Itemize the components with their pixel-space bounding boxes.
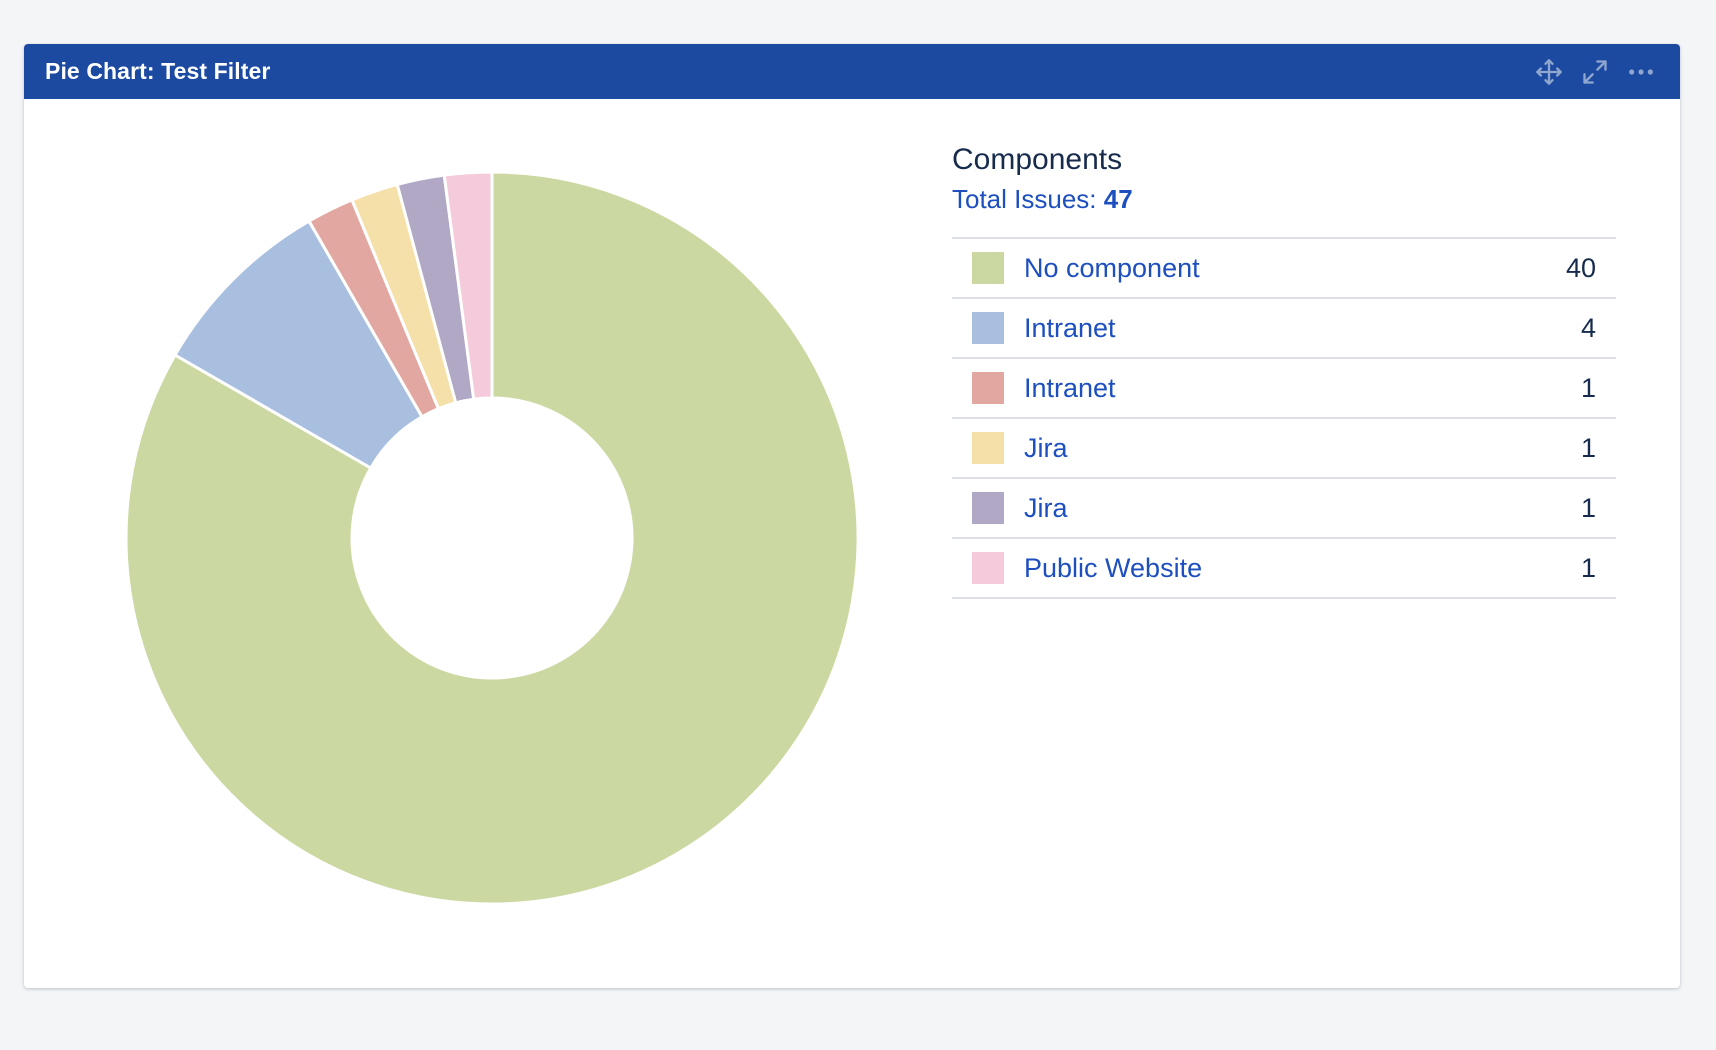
more-options-icon[interactable] (1626, 57, 1656, 87)
legend-count: 1 (1580, 492, 1596, 523)
header-actions (1534, 57, 1656, 87)
legend-swatch (972, 552, 1004, 584)
legend-swatch (972, 492, 1004, 524)
legend-swatch (972, 312, 1004, 344)
legend-count: 1 (1580, 372, 1596, 403)
gadget-header: Pie Chart: Test Filter (24, 44, 1680, 99)
pie-slice[interactable] (172, 218, 425, 471)
legend-link[interactable]: Intranet (1024, 312, 1116, 343)
legend-table: No component 40 Intranet 4 Intranet 1 Jira 1 Jir… (952, 237, 1616, 599)
legend-row: Public Website 1 (952, 539, 1616, 599)
legend-count: 1 (1580, 432, 1596, 463)
pie-chart-gadget: Pie Chart: Test Filter (24, 44, 1680, 988)
legend-link[interactable]: Intranet (1024, 372, 1116, 403)
legend-row: No component 40 (952, 239, 1616, 299)
legend-swatch (972, 252, 1004, 284)
move-icon[interactable] (1534, 57, 1564, 87)
legend-row: Jira 1 (952, 479, 1616, 539)
gadget-title: Pie Chart: Test Filter (45, 58, 271, 84)
pie-slice[interactable] (124, 170, 860, 906)
legend-count: 4 (1580, 312, 1596, 343)
legend-row: Intranet 1 (952, 359, 1616, 419)
legend-link[interactable]: Public Website (1024, 552, 1203, 583)
legend-swatch (972, 432, 1004, 464)
legend-count: 40 (1565, 252, 1596, 283)
legend-count: 1 (1580, 552, 1596, 583)
total-issues: Total Issues: 47 (952, 184, 1616, 215)
legend-link[interactable]: Jira (1024, 432, 1068, 463)
total-issues-value: 47 (1103, 184, 1133, 214)
total-issues-label: Total Issues: (952, 184, 1097, 214)
legend-row: Jira 1 (952, 419, 1616, 479)
donut-chart (124, 170, 860, 906)
chart-legend: Components Total Issues: 47 No component… (952, 142, 1616, 599)
legend-row: Intranet 4 (952, 299, 1616, 359)
expand-icon[interactable] (1580, 57, 1610, 87)
pie-slice[interactable] (442, 170, 494, 401)
legend-swatch (972, 372, 1004, 404)
legend-link[interactable]: Jira (1024, 492, 1068, 523)
legend-title: Components (952, 143, 1123, 176)
legend-link[interactable]: No component (1024, 252, 1200, 283)
